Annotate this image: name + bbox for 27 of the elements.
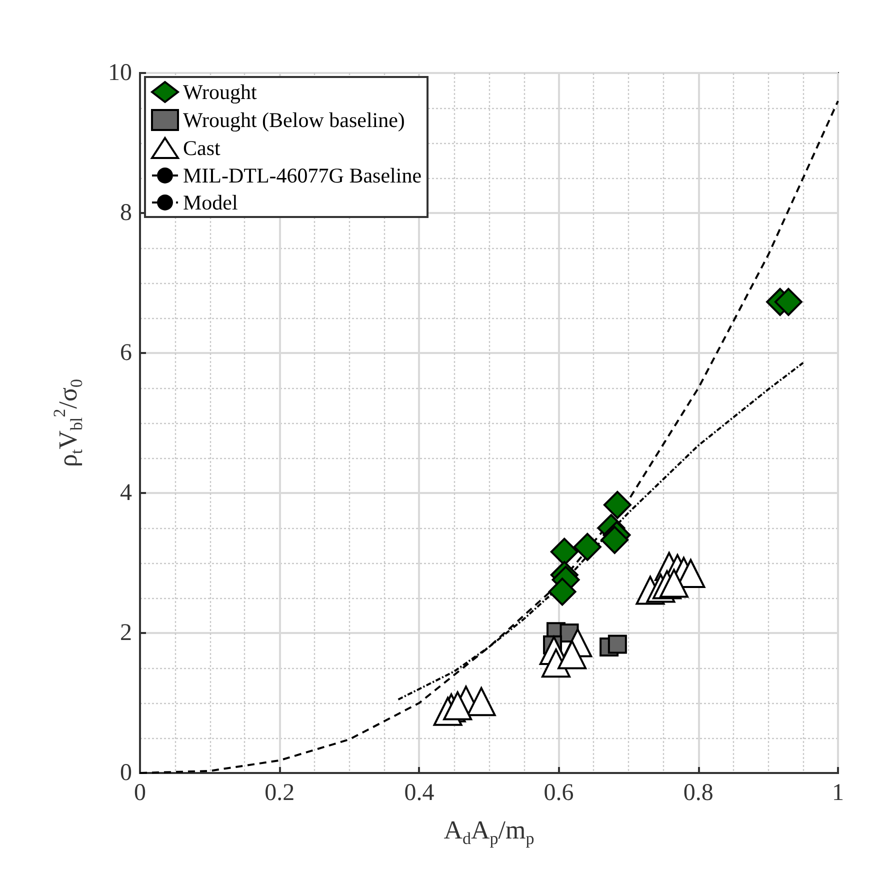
point (548, 578, 576, 606)
point (603, 490, 632, 519)
legend-label: Cast (183, 136, 220, 160)
point (659, 568, 688, 598)
point (466, 687, 496, 716)
y-tick-label: 0 (120, 760, 132, 786)
y-tick-label: 10 (108, 60, 132, 86)
point (774, 288, 802, 316)
x-tick-label: 0.6 (544, 780, 574, 806)
legend-label: MIL-DTL-46077G Baseline (183, 164, 422, 188)
x-tick-label: 0.4 (404, 780, 434, 806)
legend-label: Wrought (183, 80, 257, 104)
x-tick-label: 0.2 (264, 780, 295, 806)
y-tick-label: 4 (120, 480, 132, 506)
legend-label: Model (183, 190, 238, 214)
y-tick-label: 2 (120, 620, 132, 646)
y-tick-label: 8 (120, 200, 132, 226)
point (573, 532, 602, 561)
line-series (397, 362, 804, 700)
point (600, 526, 629, 554)
point (558, 640, 587, 670)
legend-label: Wrought (Below baseline) (183, 108, 405, 132)
point (608, 634, 627, 654)
y-axis-title: ρtVbl2/σ0 (50, 379, 86, 467)
x-tick-label: 1 (832, 780, 844, 806)
y-tick-label: 6 (120, 340, 132, 366)
x-tick-label: 0.8 (683, 780, 714, 806)
